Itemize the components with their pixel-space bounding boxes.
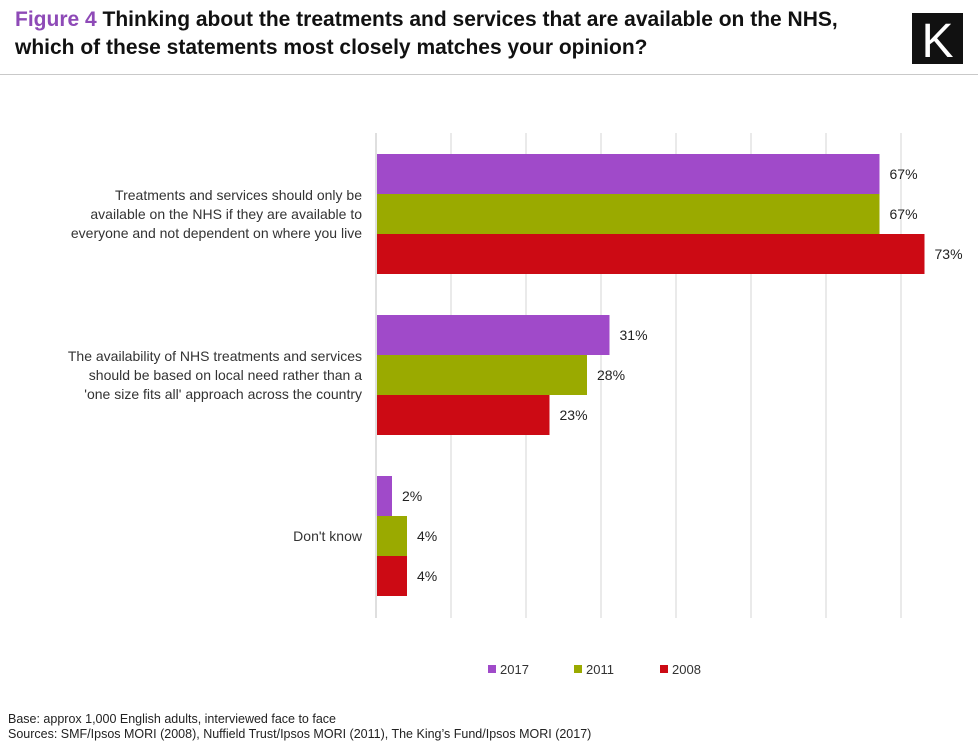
kings-fund-logo: K — [912, 13, 963, 64]
bar — [377, 355, 587, 395]
bar — [377, 234, 925, 274]
title-text: Thinking about the treatments and servic… — [15, 8, 838, 59]
data-label: 67% — [890, 206, 918, 222]
bar — [377, 154, 880, 194]
category-label: Treatments and services should only be av… — [71, 187, 362, 241]
logo-k-icon: K — [921, 15, 953, 64]
legend-swatch — [488, 665, 496, 673]
bar-chart: Treatments and services should only be av… — [68, 133, 963, 677]
category-label-line: should be based on local need rather tha… — [89, 367, 362, 383]
data-label: 31% — [620, 327, 648, 343]
category-label-line: 'one size fits all' approach across the … — [84, 386, 362, 402]
data-label: 28% — [597, 367, 625, 383]
legend-label: 2011 — [586, 662, 614, 677]
chart-footer: Base: approx 1,000 English adults, inter… — [8, 712, 591, 742]
sources-note: Sources: SMF/Ipsos MORI (2008), Nuffield… — [8, 727, 592, 741]
data-label: 23% — [560, 407, 588, 423]
category-label-line: everyone and not dependent on where you … — [71, 225, 362, 241]
legend-label: 2017 — [500, 662, 529, 677]
data-label: 73% — [935, 246, 963, 262]
data-label: 2% — [402, 488, 422, 504]
legend-label: 2008 — [672, 662, 701, 677]
bar — [377, 556, 407, 596]
figure-label: Figure 4 — [15, 8, 97, 31]
data-label: 67% — [890, 166, 918, 182]
category-label: Don't know — [293, 528, 363, 544]
category-label-line: Treatments and services should only be — [115, 187, 362, 203]
logo-letter: K — [921, 15, 953, 64]
data-label: 4% — [417, 528, 437, 544]
bar — [377, 315, 610, 355]
data-label: 4% — [417, 568, 437, 584]
legend-swatch — [574, 665, 582, 673]
title-divider — [0, 74, 978, 75]
category-label-line: available on the NHS if they are availab… — [90, 206, 362, 222]
bar — [377, 194, 880, 234]
category-label: The availability of NHS treatments and s… — [68, 348, 362, 402]
legend-swatch — [660, 665, 668, 673]
bar — [377, 516, 407, 556]
chart-title: Figure 4 Thinking about the treatments a… — [15, 6, 895, 62]
category-label-line: The availability of NHS treatments and s… — [68, 348, 362, 364]
bar — [377, 395, 550, 435]
category-label-line: Don't know — [293, 528, 363, 544]
base-note: Base: approx 1,000 English adults, inter… — [8, 712, 336, 726]
chart-title-block: Figure 4 Thinking about the treatments a… — [15, 6, 895, 62]
bar — [377, 476, 392, 516]
